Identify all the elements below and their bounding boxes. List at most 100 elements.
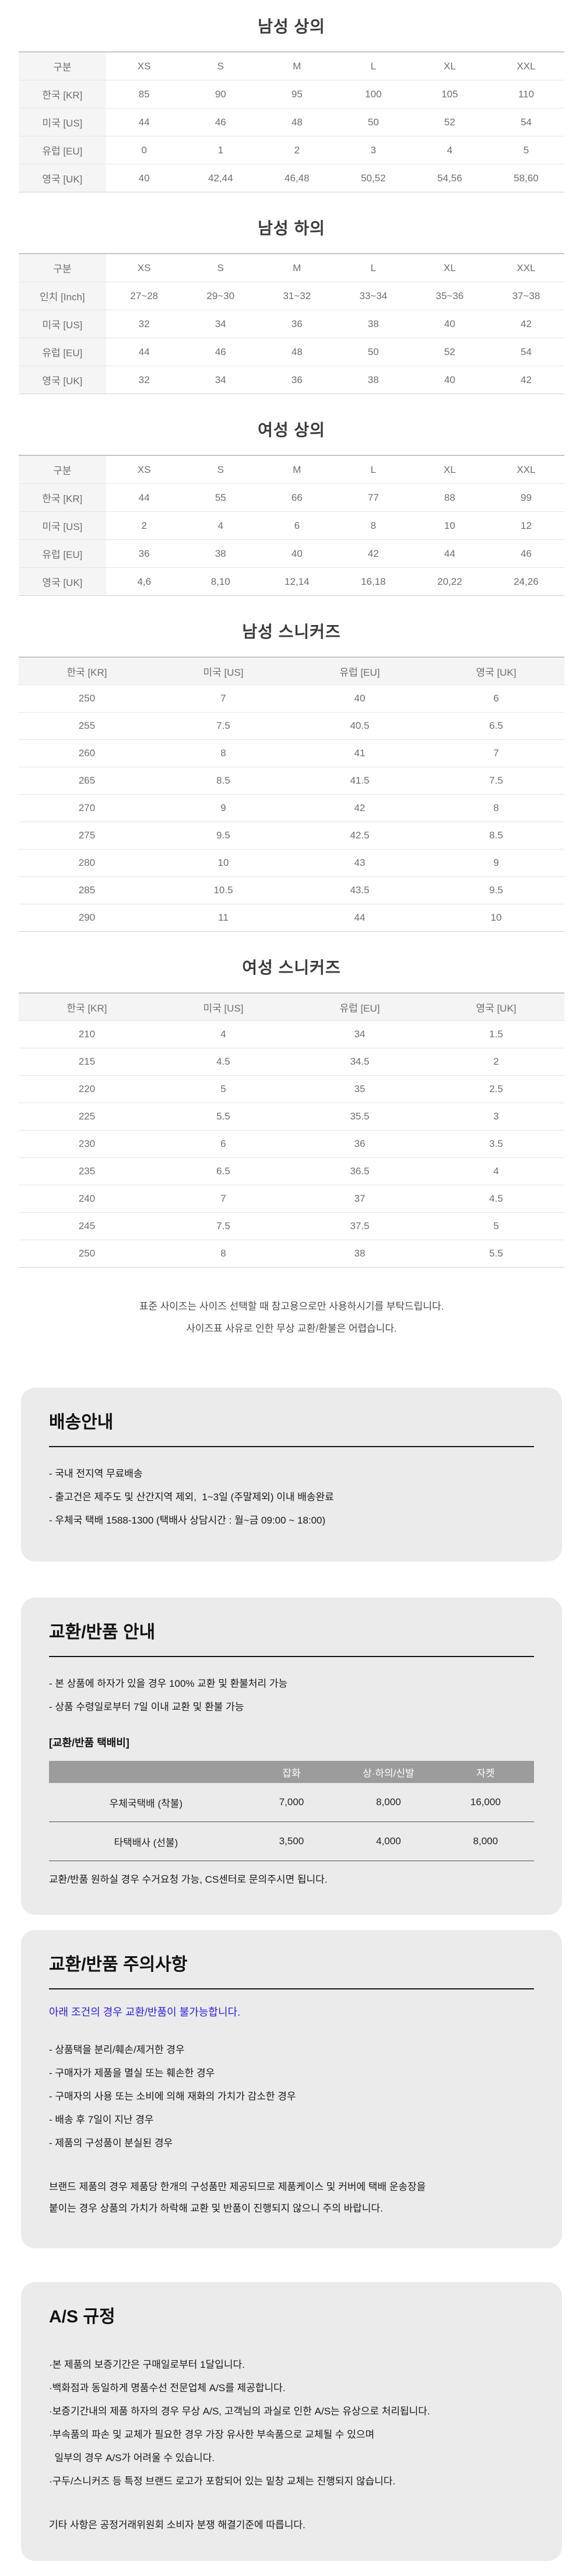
row-label: 한국 [KR]	[19, 483, 106, 512]
table-cell: 7,000	[243, 1783, 340, 1822]
table-row: 275 9.5 42.5 8.5	[19, 822, 564, 850]
table-cell: 1.5	[489, 1029, 503, 1040]
table-cell: 8,000	[437, 1822, 534, 1861]
table-cell: 85	[138, 88, 150, 100]
table-row: 265 8.5 41.5 7.5	[19, 767, 564, 795]
table-cell: 220	[78, 1083, 96, 1094]
table-cell: 210	[78, 1029, 96, 1040]
table-cell: 42	[520, 374, 532, 385]
column-header: 한국 [KR]	[19, 993, 155, 1021]
table-cell: 1	[217, 144, 224, 156]
table-cell: 235	[78, 1166, 96, 1177]
table-cell: 33~34	[359, 290, 388, 301]
caution-paragraph-line: 붙이는 경우 상품의 가치가 하락해 교환 및 반품이 진행되지 않으니 주의 …	[49, 2203, 383, 2214]
caution-bullet: - 구매자의 사용 또는 소비에 의해 재화의 가치가 감소한 경우	[49, 2091, 296, 2102]
row-label: 영국 [UK]	[19, 366, 106, 394]
table-cell: 35~36	[436, 290, 464, 301]
table-row: 255 7.5 40.5 6.5	[19, 712, 564, 740]
womens-tops-size-table: 구분 XS S M L XL XXL 한국 [KR] 44 55 66 77 88 99 미국 [US] 2 4…	[19, 455, 564, 596]
table-cell: 4	[217, 520, 224, 531]
table-cell: 32	[138, 374, 150, 385]
table-cell: 32	[138, 318, 150, 329]
table-row: 한국 [KR] 85 90 95 100 105 110	[19, 80, 564, 108]
table-header-row: 잡화 상·하의/신발 자켓	[49, 1761, 534, 1783]
table-cell: 7	[493, 747, 499, 759]
table-row: 270 9 42 8	[19, 794, 564, 822]
column-header: XL	[443, 464, 456, 475]
table-row: 유럽 [EU] 36 38 40 42 44 46	[19, 539, 564, 568]
table-row: 225 5.5 35.5 3	[19, 1103, 564, 1131]
caution-bullet-list: - 상품택을 분리/훼손/제거한 경우 - 구매자가 제품을 멸실 또는 훼손한 …	[49, 2038, 534, 2155]
table-cell: 3.5	[489, 1138, 503, 1149]
table-cell: 90	[215, 88, 226, 100]
table-cell: 37.5	[350, 1220, 370, 1231]
table-cell: 4.5	[489, 1193, 503, 1204]
table-cell: 42	[354, 802, 366, 813]
table-row: 215 4.5 34.5 2	[19, 1048, 564, 1076]
table-row: 250 8 38 5.5	[19, 1240, 564, 1268]
section-title-mens-tops: 남성 상의	[258, 17, 325, 36]
table-cell: 3,500	[243, 1822, 340, 1861]
column-header: 한국 [KR]	[19, 657, 155, 685]
column-header: S	[217, 262, 224, 273]
table-cell: 40	[138, 172, 150, 184]
table-cell: 8.5	[216, 775, 230, 786]
table-cell: 8	[370, 520, 377, 531]
mens-bottoms-size-table: 구분 XS S M L XL XXL 인치 [Inch] 27~28 29~30 31~32 33~3…	[19, 253, 564, 394]
table-cell: 40	[444, 374, 455, 385]
table-cell: 8	[220, 1248, 226, 1259]
table-cell: 34	[215, 374, 226, 385]
table-row: 290 11 44 10	[19, 904, 564, 932]
exchange-return-info-box: 교환/반품 안내 - 본 상품에 하자가 있을 경우 100% 교환 및 환불처…	[21, 1598, 562, 1915]
womens-sneakers-size-table: 한국 [KR] 미국 [US] 유럽 [EU] 영국 [UK] 210 4 34 1.5 215…	[19, 992, 564, 1268]
table-cell: 12	[520, 520, 532, 531]
column-header: 유럽 [EU]	[292, 657, 428, 685]
table-cell: 6	[220, 1138, 226, 1149]
column-header: 영국 [UK]	[428, 993, 564, 1021]
table-row: 유럽 [EU] 0 1 2 3 4 5	[19, 136, 564, 164]
column-header: 구분	[19, 52, 106, 80]
table-cell: 5	[493, 1220, 499, 1231]
table-cell: 36	[138, 548, 150, 559]
table-cell: 285	[78, 885, 96, 896]
shipping-bullet: - 국내 전지역 무료배송	[49, 1468, 143, 1479]
column-header: XXL	[517, 464, 536, 475]
table-cell: 54,56	[437, 172, 462, 184]
section-title-womens-tops: 여성 상의	[258, 421, 325, 439]
table-row: 한국 [KR] 44 55 66 77 88 99	[19, 483, 564, 512]
table-cell: 7.5	[216, 1220, 230, 1231]
table-cell: 4,000	[340, 1822, 437, 1861]
column-header: S	[217, 464, 224, 475]
column-header: XS	[137, 262, 151, 273]
table-row: 유럽 [EU] 44 46 48 50 52 54	[19, 338, 564, 366]
shipping-info-box: 배송안내 - 국내 전지역 무료배송 - 출고건은 제주도 및 산간지역 제외, …	[21, 1388, 562, 1561]
table-cell: 100	[365, 88, 382, 100]
table-row: 240 7 37 4.5	[19, 1185, 564, 1213]
table-cell: 2	[141, 520, 147, 531]
table-cell: 2	[294, 144, 300, 156]
table-cell: 240	[78, 1193, 96, 1204]
shipping-info-title: 배송안내	[49, 1413, 114, 1432]
column-header: 미국 [US]	[155, 657, 292, 685]
table-cell: 46	[215, 116, 226, 128]
size-note-line: 표준 사이즈는 사이즈 선택할 때 참고용으로만 사용하시기를 부탁드립니다.	[139, 1301, 444, 1312]
table-cell: 16,18	[361, 575, 386, 587]
table-cell: 38	[354, 1248, 366, 1259]
table-row: 미국 [US] 44 46 48 50 52 54	[19, 108, 564, 136]
table-cell: 16,000	[437, 1783, 534, 1822]
table-cell: 44	[444, 548, 455, 559]
table-cell: 35.5	[350, 1111, 370, 1122]
table-cell: 6.5	[489, 720, 503, 731]
table-cell: 4	[220, 1029, 226, 1040]
table-row: 245 7.5 37.5 5	[19, 1212, 564, 1240]
as-policy-bullet: ·구두/스니커즈 등 특정 브랜드 로고가 포함되어 있는 밑창 교체는 진행되…	[49, 2476, 396, 2487]
table-row: 280 10 43 9	[19, 849, 564, 877]
column-header: L	[370, 464, 377, 475]
table-cell: 7	[220, 693, 226, 704]
table-cell: 42.5	[350, 830, 370, 841]
table-cell: 42	[367, 548, 379, 559]
table-row: 260 8 41 7	[19, 739, 564, 767]
table-cell: 40.5	[350, 720, 370, 731]
table-row: 영국 [UK] 4,6 8,10 12,14 16,18 20,22 24,26	[19, 567, 564, 596]
table-cell: 36.5	[350, 1166, 370, 1177]
